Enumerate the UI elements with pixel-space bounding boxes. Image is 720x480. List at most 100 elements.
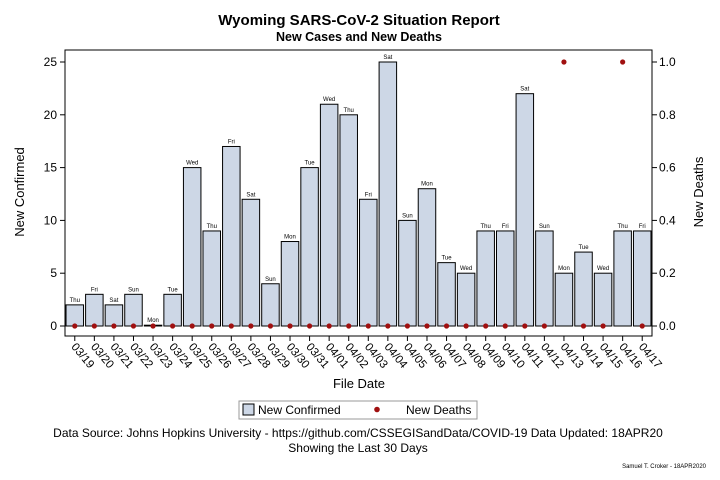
- y2-tick-label: 0.4: [659, 213, 676, 227]
- day-label-03/28: Sat: [246, 192, 255, 198]
- y-tick-label: 10: [44, 213, 58, 227]
- bar-04/09: [476, 230, 495, 327]
- y-axis-right: 0.0 0.2 0.4 0.6 0.8 1.0: [652, 55, 676, 333]
- day-label-04/14: Tue: [578, 245, 589, 251]
- day-label-03/24: Tue: [168, 287, 179, 293]
- death-marker-04/02: [346, 323, 352, 329]
- bar-03/30: [280, 241, 300, 327]
- day-label-03/22: Sun: [128, 287, 139, 293]
- day-label-03/26: Thu: [207, 224, 217, 230]
- bar-03/24: [163, 293, 182, 327]
- bar-04/10: [496, 230, 515, 327]
- day-label-04/12: Sun: [539, 224, 550, 230]
- day-label-04/01: Wed: [323, 97, 335, 103]
- death-marker-03/22: [130, 323, 137, 329]
- day-label-03/19: Thu: [70, 298, 80, 304]
- day-label-03/20: Fri: [91, 287, 98, 293]
- y-tick-label: 25: [44, 55, 58, 69]
- bar-04/05: [398, 219, 417, 327]
- bar-04/08: [456, 272, 476, 327]
- death-marker-04/06: [424, 323, 430, 329]
- death-marker-03/24: [170, 323, 176, 329]
- deaths-layer: [72, 59, 645, 329]
- death-marker-04/10: [502, 323, 508, 329]
- death-marker-03/26: [209, 323, 215, 329]
- credit: Samuel T. Croker - 18APR2020: [622, 464, 707, 470]
- day-label-03/27: Fri: [228, 139, 235, 145]
- bar-03/26: [202, 230, 221, 327]
- death-marker-03/29: [267, 323, 274, 329]
- y2-axis-label: New Deaths: [691, 156, 706, 227]
- bar-04/11: [515, 93, 535, 327]
- death-marker-04/13: [561, 59, 567, 65]
- death-marker-03/31: [306, 323, 313, 329]
- death-marker-04/03: [365, 323, 371, 329]
- day-label-04/15: Wed: [597, 266, 609, 272]
- chart-title: Wyoming SARS-CoV-2 Situation Report: [218, 12, 499, 29]
- day-label-04/13: Mon: [558, 266, 570, 272]
- x-axis: 03/1903/2003/2103/2203/2303/2403/2503/26…: [68, 336, 664, 371]
- day-label-03/30: Mon: [284, 235, 296, 241]
- bar-04/13: [554, 272, 574, 327]
- day-label-04/02: Thu: [344, 108, 354, 114]
- bar-03/20: [85, 293, 104, 327]
- bar-04/16: [613, 230, 632, 327]
- day-label-03/31: Tue: [305, 161, 316, 167]
- day-labels-layer: Thu Fri Sat Sun Mon Tue Wed Thu Fri Sat Sun Mon Tue W…: [70, 55, 646, 324]
- day-label-04/08: Wed: [460, 266, 472, 272]
- bar-03/28: [241, 198, 261, 327]
- y2-tick-label: 0.0: [659, 319, 676, 333]
- day-label-03/23: Mon: [147, 318, 159, 324]
- y-tick-label: 0: [50, 319, 57, 333]
- death-marker-04/14: [580, 323, 587, 329]
- death-marker-04/07: [443, 323, 450, 329]
- day-label-03/21: Sat: [109, 298, 118, 304]
- bar-03/21: [104, 304, 124, 327]
- bar-04/03: [359, 198, 378, 327]
- bar-03/19: [65, 304, 85, 327]
- bar-04/12: [535, 230, 554, 327]
- y-axis-label: New Confirmed: [12, 147, 27, 237]
- bar-04/02: [339, 114, 358, 327]
- y2-tick-label: 1.0: [659, 55, 676, 69]
- bar-04/14: [574, 251, 593, 327]
- y-tick-label: 20: [44, 108, 58, 122]
- death-marker-03/28: [248, 323, 254, 329]
- death-marker-03/21: [111, 323, 117, 329]
- bars-layer: [65, 61, 652, 327]
- death-marker-04/04: [385, 323, 391, 329]
- bar-04/15: [593, 272, 613, 327]
- day-label-04/04: Sat: [383, 55, 392, 61]
- legend-marker-deaths: [374, 406, 380, 413]
- bar-04/04: [378, 61, 398, 327]
- day-label-04/16: Thu: [617, 224, 627, 230]
- death-marker-04/16: [620, 59, 626, 65]
- death-marker-04/05: [404, 323, 411, 329]
- bar-04/01: [319, 103, 339, 327]
- legend: New Confirmed New Deaths: [238, 400, 478, 420]
- death-marker-04/11: [522, 323, 528, 329]
- bar-03/31: [300, 167, 319, 327]
- y-axis-left: 0 5 10 15 20 25: [44, 55, 65, 333]
- day-label-03/25: Wed: [186, 161, 198, 167]
- y2-tick-label: 0.8: [659, 108, 676, 122]
- death-marker-04/08: [463, 323, 469, 329]
- data-source: Data Source: Johns Hopkins University - …: [53, 426, 663, 440]
- legend-label-deaths: New Deaths: [406, 403, 471, 417]
- legend-label-confirmed: New Confirmed: [258, 403, 341, 417]
- y-tick-label: 15: [44, 161, 58, 175]
- death-marker-04/01: [326, 323, 332, 329]
- y2-tick-label: 0.2: [659, 266, 676, 280]
- x-axis-label: File Date: [333, 376, 385, 391]
- legend-swatch-confirmed: [242, 403, 255, 416]
- day-label-04/05: Sun: [402, 213, 413, 219]
- y2-tick-label: 0.6: [659, 161, 676, 175]
- death-marker-04/17: [639, 323, 645, 329]
- bar-03/25: [182, 167, 202, 327]
- footer-note: Showing the Last 30 Days: [288, 441, 427, 455]
- day-label-04/07: Tue: [441, 256, 452, 262]
- day-label-04/03: Fri: [365, 192, 372, 198]
- plot-frame: [64, 49, 653, 337]
- day-label-04/09: Thu: [481, 224, 491, 230]
- y-tick-label: 5: [50, 266, 57, 280]
